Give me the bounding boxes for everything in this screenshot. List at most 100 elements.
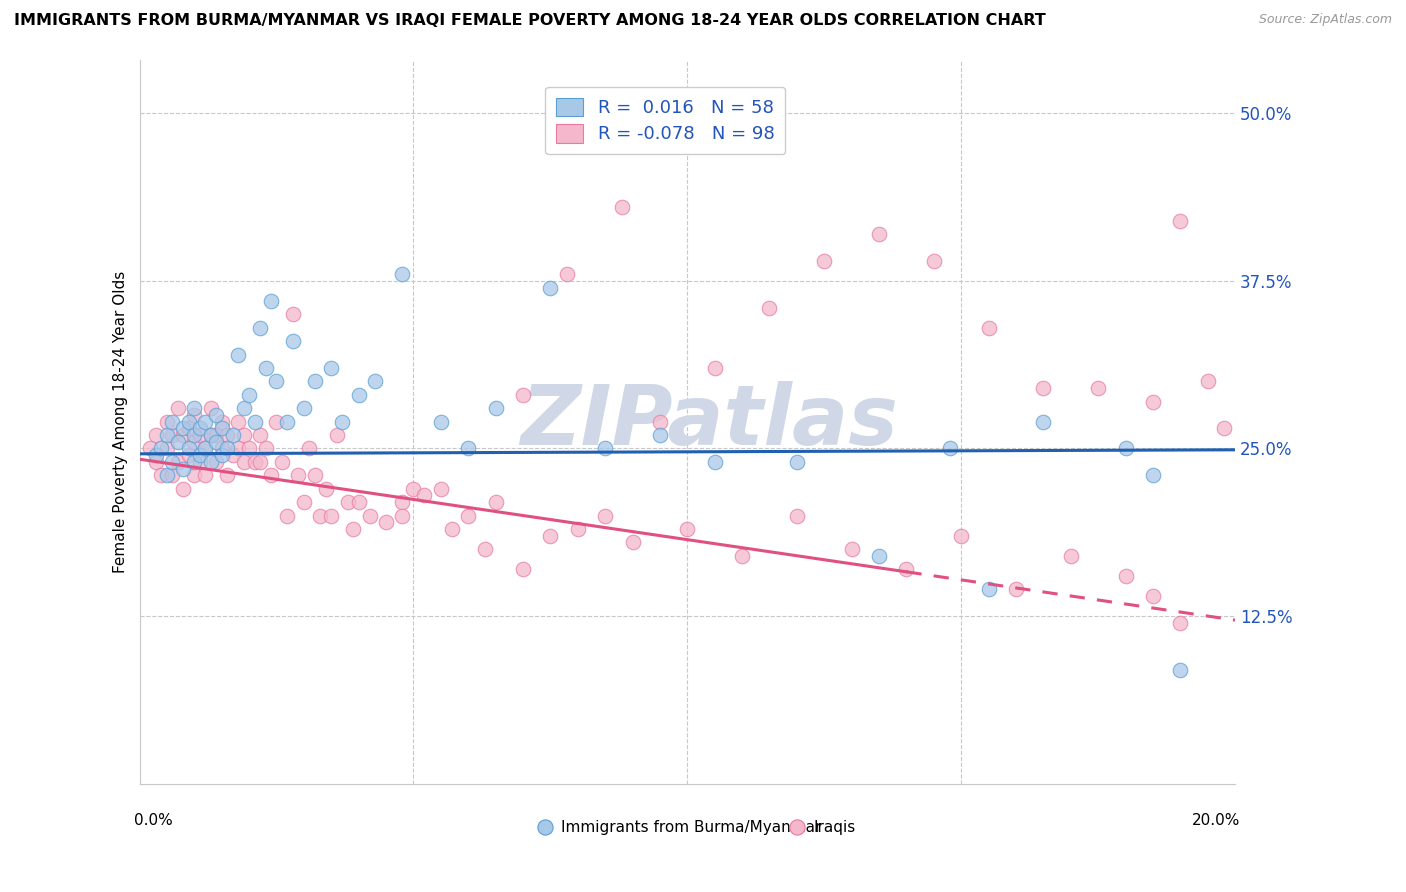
Point [868, 227, 890, 241]
Point [156, 468, 179, 483]
Point [977, 320, 1000, 334]
Point [194, 415, 217, 429]
Point [162, 415, 184, 429]
Point [430, 415, 453, 429]
Point [292, 495, 315, 509]
Point [512, 388, 534, 402]
Point [538, 528, 561, 542]
Point [430, 482, 453, 496]
Point [841, 542, 863, 557]
Point [145, 448, 167, 462]
Point [243, 455, 266, 469]
Point [211, 448, 233, 462]
Point [1087, 381, 1109, 395]
Point [315, 482, 337, 496]
Point [205, 428, 228, 442]
Point [939, 442, 962, 456]
Point [1060, 549, 1083, 563]
Point [183, 401, 205, 416]
Point [321, 361, 343, 376]
Point [150, 442, 173, 456]
Point [266, 375, 288, 389]
Point [238, 442, 260, 456]
Point [1168, 213, 1191, 227]
Point [1142, 468, 1164, 483]
Point [364, 375, 387, 389]
Point [183, 428, 205, 442]
Point [391, 267, 413, 281]
Point [167, 401, 190, 416]
Point [304, 375, 326, 389]
Point [260, 293, 283, 308]
Point [177, 448, 200, 462]
Point [266, 415, 288, 429]
Point [211, 442, 233, 456]
Point [555, 267, 578, 281]
Point [1005, 582, 1028, 597]
Point [1197, 375, 1219, 389]
Point [200, 401, 222, 416]
Point [298, 442, 321, 456]
Point [1213, 421, 1236, 435]
Point [567, 522, 589, 536]
Point [287, 468, 309, 483]
Text: IMMIGRANTS FROM BURMA/MYANMAR VS IRAQI FEMALE POVERTY AMONG 18-24 YEAR OLDS CORR: IMMIGRANTS FROM BURMA/MYANMAR VS IRAQI F… [14, 13, 1046, 29]
Point [145, 428, 167, 442]
Point [648, 428, 671, 442]
Point [232, 428, 254, 442]
Point [484, 495, 506, 509]
Point [156, 442, 179, 456]
Text: Iraqis: Iraqis [813, 820, 856, 835]
Point [172, 421, 194, 435]
Point [217, 468, 239, 483]
Point [177, 415, 200, 429]
Point [786, 455, 808, 469]
Point [183, 455, 205, 469]
Point [896, 562, 918, 576]
Point [676, 522, 699, 536]
Point [1032, 381, 1054, 395]
Point [474, 542, 496, 557]
Point [336, 495, 359, 509]
Point [194, 468, 217, 483]
Point [194, 442, 217, 456]
Point [330, 415, 353, 429]
Point [1168, 615, 1191, 630]
Point [162, 468, 184, 483]
Point [281, 307, 304, 321]
Point [538, 280, 561, 294]
Legend: R =  0.016   N = 58, R = -0.078   N = 98: R = 0.016 N = 58, R = -0.078 N = 98 [546, 87, 786, 154]
Point [162, 428, 184, 442]
Point [172, 482, 194, 496]
Point [243, 415, 266, 429]
Point [457, 442, 479, 456]
Text: Immigrants from Burma/Myanmar: Immigrants from Burma/Myanmar [561, 820, 821, 835]
Point [156, 415, 179, 429]
Point [188, 455, 211, 469]
Point [304, 468, 326, 483]
Text: 0.0%: 0.0% [134, 813, 173, 828]
Text: ZIPatlas: ZIPatlas [520, 381, 898, 462]
Point [226, 442, 249, 456]
Point [162, 455, 184, 469]
Point [183, 408, 205, 422]
Point [276, 508, 298, 523]
Point [375, 515, 398, 529]
Point [167, 455, 190, 469]
Point [1115, 442, 1137, 456]
Point [232, 455, 254, 469]
Point [402, 482, 425, 496]
Point [484, 401, 506, 416]
Point [238, 388, 260, 402]
Point [200, 428, 222, 442]
Point [342, 522, 364, 536]
Point [321, 508, 343, 523]
Point [221, 428, 243, 442]
Point [205, 408, 228, 422]
Point [200, 428, 222, 442]
Point [260, 468, 283, 483]
Point [172, 461, 194, 475]
Point [276, 415, 298, 429]
Point [217, 442, 239, 456]
Point [758, 301, 780, 315]
